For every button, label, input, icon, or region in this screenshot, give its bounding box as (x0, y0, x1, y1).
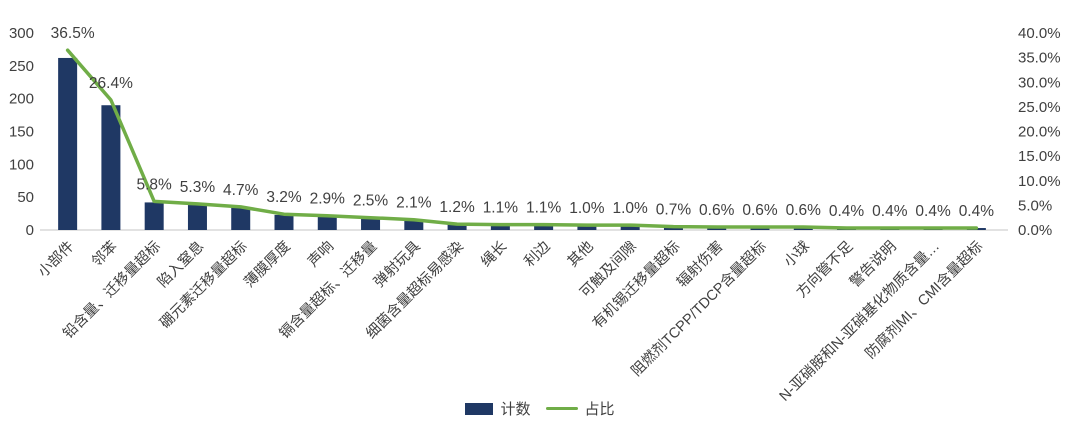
percent-data-label: 5.8% (137, 176, 173, 193)
percent-data-label: 0.6% (742, 202, 778, 219)
category-label: 小球 (781, 237, 814, 270)
percent-data-label: 4.7% (223, 182, 259, 199)
category-label: 绳长 (478, 237, 511, 270)
percent-data-label: 2.5% (353, 193, 389, 210)
count-bar (231, 207, 251, 230)
percent-data-label: 0.4% (829, 203, 865, 220)
percent-data-label: 0.7% (656, 202, 692, 219)
category-label: 其他 (564, 238, 597, 271)
left-axis-tick-label: 250 (9, 58, 34, 75)
right-axis-tick-label: 5.0% (1018, 197, 1052, 214)
chart-legend: 计数 占比 (0, 398, 1080, 419)
count-bar (274, 214, 294, 230)
percent-data-label: 1.2% (439, 199, 475, 216)
count-bar (620, 225, 640, 230)
legend-count-label: 计数 (500, 401, 531, 418)
percent-data-label: 0.4% (959, 203, 995, 220)
right-axis-tick-label: 0.0% (1018, 222, 1052, 239)
left-axis-tick-label: 100 (9, 156, 34, 173)
right-axis-tick-label: 10.0% (1018, 173, 1061, 190)
category-label: 薄膜厚度 (241, 238, 294, 291)
percent-data-label: 2.1% (396, 195, 432, 212)
percent-data-label: 0.6% (699, 202, 735, 219)
percent-data-label: 1.1% (526, 200, 562, 217)
count-bar (361, 218, 381, 230)
percent-data-label: 0.6% (786, 202, 822, 219)
ratio-line-swatch-icon (545, 406, 578, 411)
count-bar (577, 225, 597, 230)
count-bar (187, 205, 207, 230)
category-label: 声响 (304, 237, 337, 270)
category-label: N-亚硝胺和N-亚硝基化物质含量… (776, 238, 943, 405)
legend-item-ratio: 占比 (545, 398, 615, 419)
count-bar (663, 226, 683, 230)
percent-data-label: 36.5% (51, 25, 95, 42)
percent-data-label: 1.0% (613, 200, 649, 217)
right-axis-tick-label: 30.0% (1018, 74, 1061, 91)
right-axis-tick-label: 25.0% (1018, 99, 1061, 116)
percent-data-label: 0.4% (915, 203, 951, 220)
percent-data-label: 5.3% (180, 179, 216, 196)
count-bar (58, 57, 78, 230)
count-bar-swatch-icon (465, 402, 494, 415)
percent-data-label: 2.9% (310, 191, 346, 208)
count-bar (317, 216, 337, 230)
legend-item-count: 计数 (465, 398, 531, 419)
category-label: 利边 (521, 237, 554, 270)
count-bar (447, 224, 467, 230)
ratio-line (65, 48, 979, 230)
percent-data-label: 26.4% (89, 75, 133, 92)
legend-ratio-label: 占比 (584, 401, 615, 418)
category-label: 小部件 (35, 238, 78, 281)
left-axis-tick-label: 0 (26, 222, 34, 239)
left-axis-tick-label: 200 (9, 91, 34, 108)
right-axis-tick-label: 40.0% (1018, 25, 1061, 42)
percent-data-label: 1.1% (483, 200, 519, 217)
count-bar (534, 224, 554, 230)
left-axis-tick-label: 300 (9, 25, 34, 42)
right-axis-tick-label: 15.0% (1018, 148, 1061, 165)
right-axis-tick-label: 20.0% (1018, 124, 1061, 141)
count-bar (101, 105, 121, 230)
left-axis-tick-label: 50 (17, 189, 34, 206)
right-axis-tick-label: 35.0% (1018, 50, 1061, 67)
count-bar (144, 202, 164, 230)
count-bar (404, 220, 424, 230)
percent-data-label: 0.4% (872, 203, 908, 220)
count-bar (490, 224, 510, 230)
left-axis-tick-label: 150 (9, 124, 34, 141)
percent-data-label: 1.0% (569, 200, 605, 217)
percent-data-label: 3.2% (266, 189, 302, 206)
category-label: 邻苯 (88, 238, 121, 271)
